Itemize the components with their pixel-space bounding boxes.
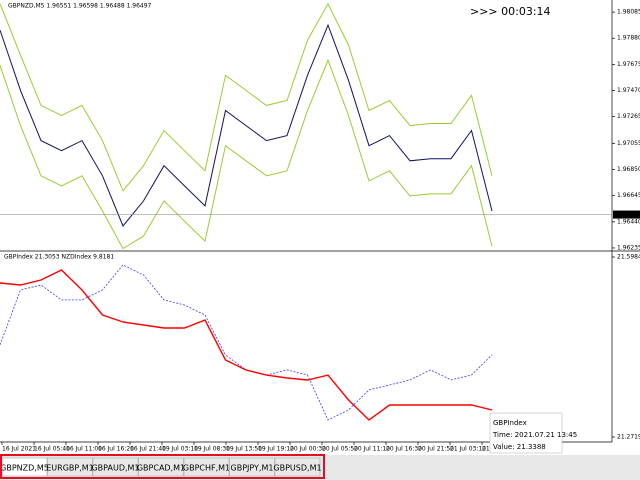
x-tick-label: 20 Jul 05:50 — [322, 446, 358, 453]
y-tick-label: 1.96235 — [617, 244, 640, 251]
tooltip: GBPIndex Time: 2021.07.21 13:45 Value: 21.… — [489, 412, 577, 454]
y-tick-label: 21.5984 — [617, 254, 640, 261]
y-tick-label: 1.97675 — [617, 61, 640, 68]
x-tick-label: 16 Jul 21:40 — [130, 446, 166, 453]
tab-label: GBPCAD,M1 — [137, 464, 185, 473]
tab[interactable]: GBPUSD,M1 — [273, 457, 322, 477]
series-line — [0, 2, 493, 192]
y-tick-label: 1.96645 — [617, 192, 640, 199]
tab-label: GBPUSD,M1 — [273, 464, 321, 473]
tab-background — [138, 457, 184, 477]
x-tick-label: 20 Jul 11:10 — [354, 446, 390, 453]
indicator-info: GBPIndex 21.3053 NZDIndex 9.8181 — [4, 254, 114, 261]
tab-background — [183, 457, 230, 477]
tooltip-value: Value: 21.3388 — [493, 443, 546, 451]
x-tick-label: 19 Jul 19:10 — [258, 446, 294, 453]
y-tick-label: 21.2719 — [617, 434, 640, 441]
tab[interactable]: EURGBP,M1 — [46, 457, 94, 477]
y-tick-label: 1.98085 — [617, 9, 640, 16]
x-tick-label: 20 Jul 00:30 — [290, 446, 326, 453]
x-tick-label: 19 Jul 08:30 — [194, 446, 230, 453]
x-tick-label: 19 Jul 13:50 — [226, 446, 262, 453]
highlight-box — [0, 454, 325, 479]
series-line — [0, 269, 493, 421]
x-tick-label: 20 Jul 21:50 — [418, 446, 454, 453]
tab-background — [229, 457, 275, 477]
y-tick-label: 1.96850 — [617, 166, 640, 173]
tab[interactable]: GBPCAD,M1 — [137, 457, 185, 477]
last-price-box — [613, 210, 640, 219]
tab-label: EURGBP,M1 — [46, 464, 94, 473]
tab[interactable]: GBPNZD,M5 — [0, 457, 49, 477]
x-tick-label: 16 Jul 11:00 — [66, 446, 102, 453]
tab[interactable]: GBPJPY,M1 — [229, 457, 275, 477]
tab[interactable]: GBPCHF,M1 — [183, 457, 230, 477]
x-tick-label: 16 Jul 2021 — [2, 446, 36, 453]
tooltip-title: GBPIndex — [493, 419, 527, 427]
y-tick-label: 1.97880 — [617, 35, 640, 42]
tab-background — [47, 457, 93, 477]
tab-label: GBPCHF,M1 — [183, 464, 230, 473]
x-tick-label: 20 Jul 16:30 — [386, 446, 422, 453]
x-tick-label: 21 Jul 03:10 — [450, 446, 486, 453]
y-tick-label: 1.97265 — [617, 113, 640, 120]
x-tick-label: 16 Jul 16:20 — [98, 446, 134, 453]
tab-background — [274, 457, 321, 477]
tab[interactable]: GBPAUD,M1 — [91, 457, 140, 477]
series-line — [0, 58, 493, 250]
tab-label: GBPNZD,M5 — [0, 464, 49, 473]
countdown-timer: >>> 00:03:14 — [470, 5, 551, 18]
tooltip-box — [489, 412, 563, 454]
y-tick-label: 1.96440 — [617, 218, 640, 225]
series-line — [0, 23, 493, 227]
tab-label: GBPJPY,M1 — [231, 464, 274, 473]
tab-background — [92, 457, 139, 477]
y-tick-label: 1.97470 — [617, 87, 640, 94]
y-tick-label: 1.97055 — [617, 140, 640, 147]
last-price-label: 1.96497 — [615, 211, 640, 218]
chart-info: GBPNZD,M5 1.96551 1.96598 1.96488 1.9649… — [8, 3, 152, 10]
x-tick-label: 16 Jul 05:40 — [34, 446, 70, 453]
tooltip-time: Time: 2021.07.21 13:45 — [492, 431, 577, 439]
tab-label: GBPAUD,M1 — [91, 464, 139, 473]
x-tick-label: 19 Jul 03:10 — [162, 446, 198, 453]
